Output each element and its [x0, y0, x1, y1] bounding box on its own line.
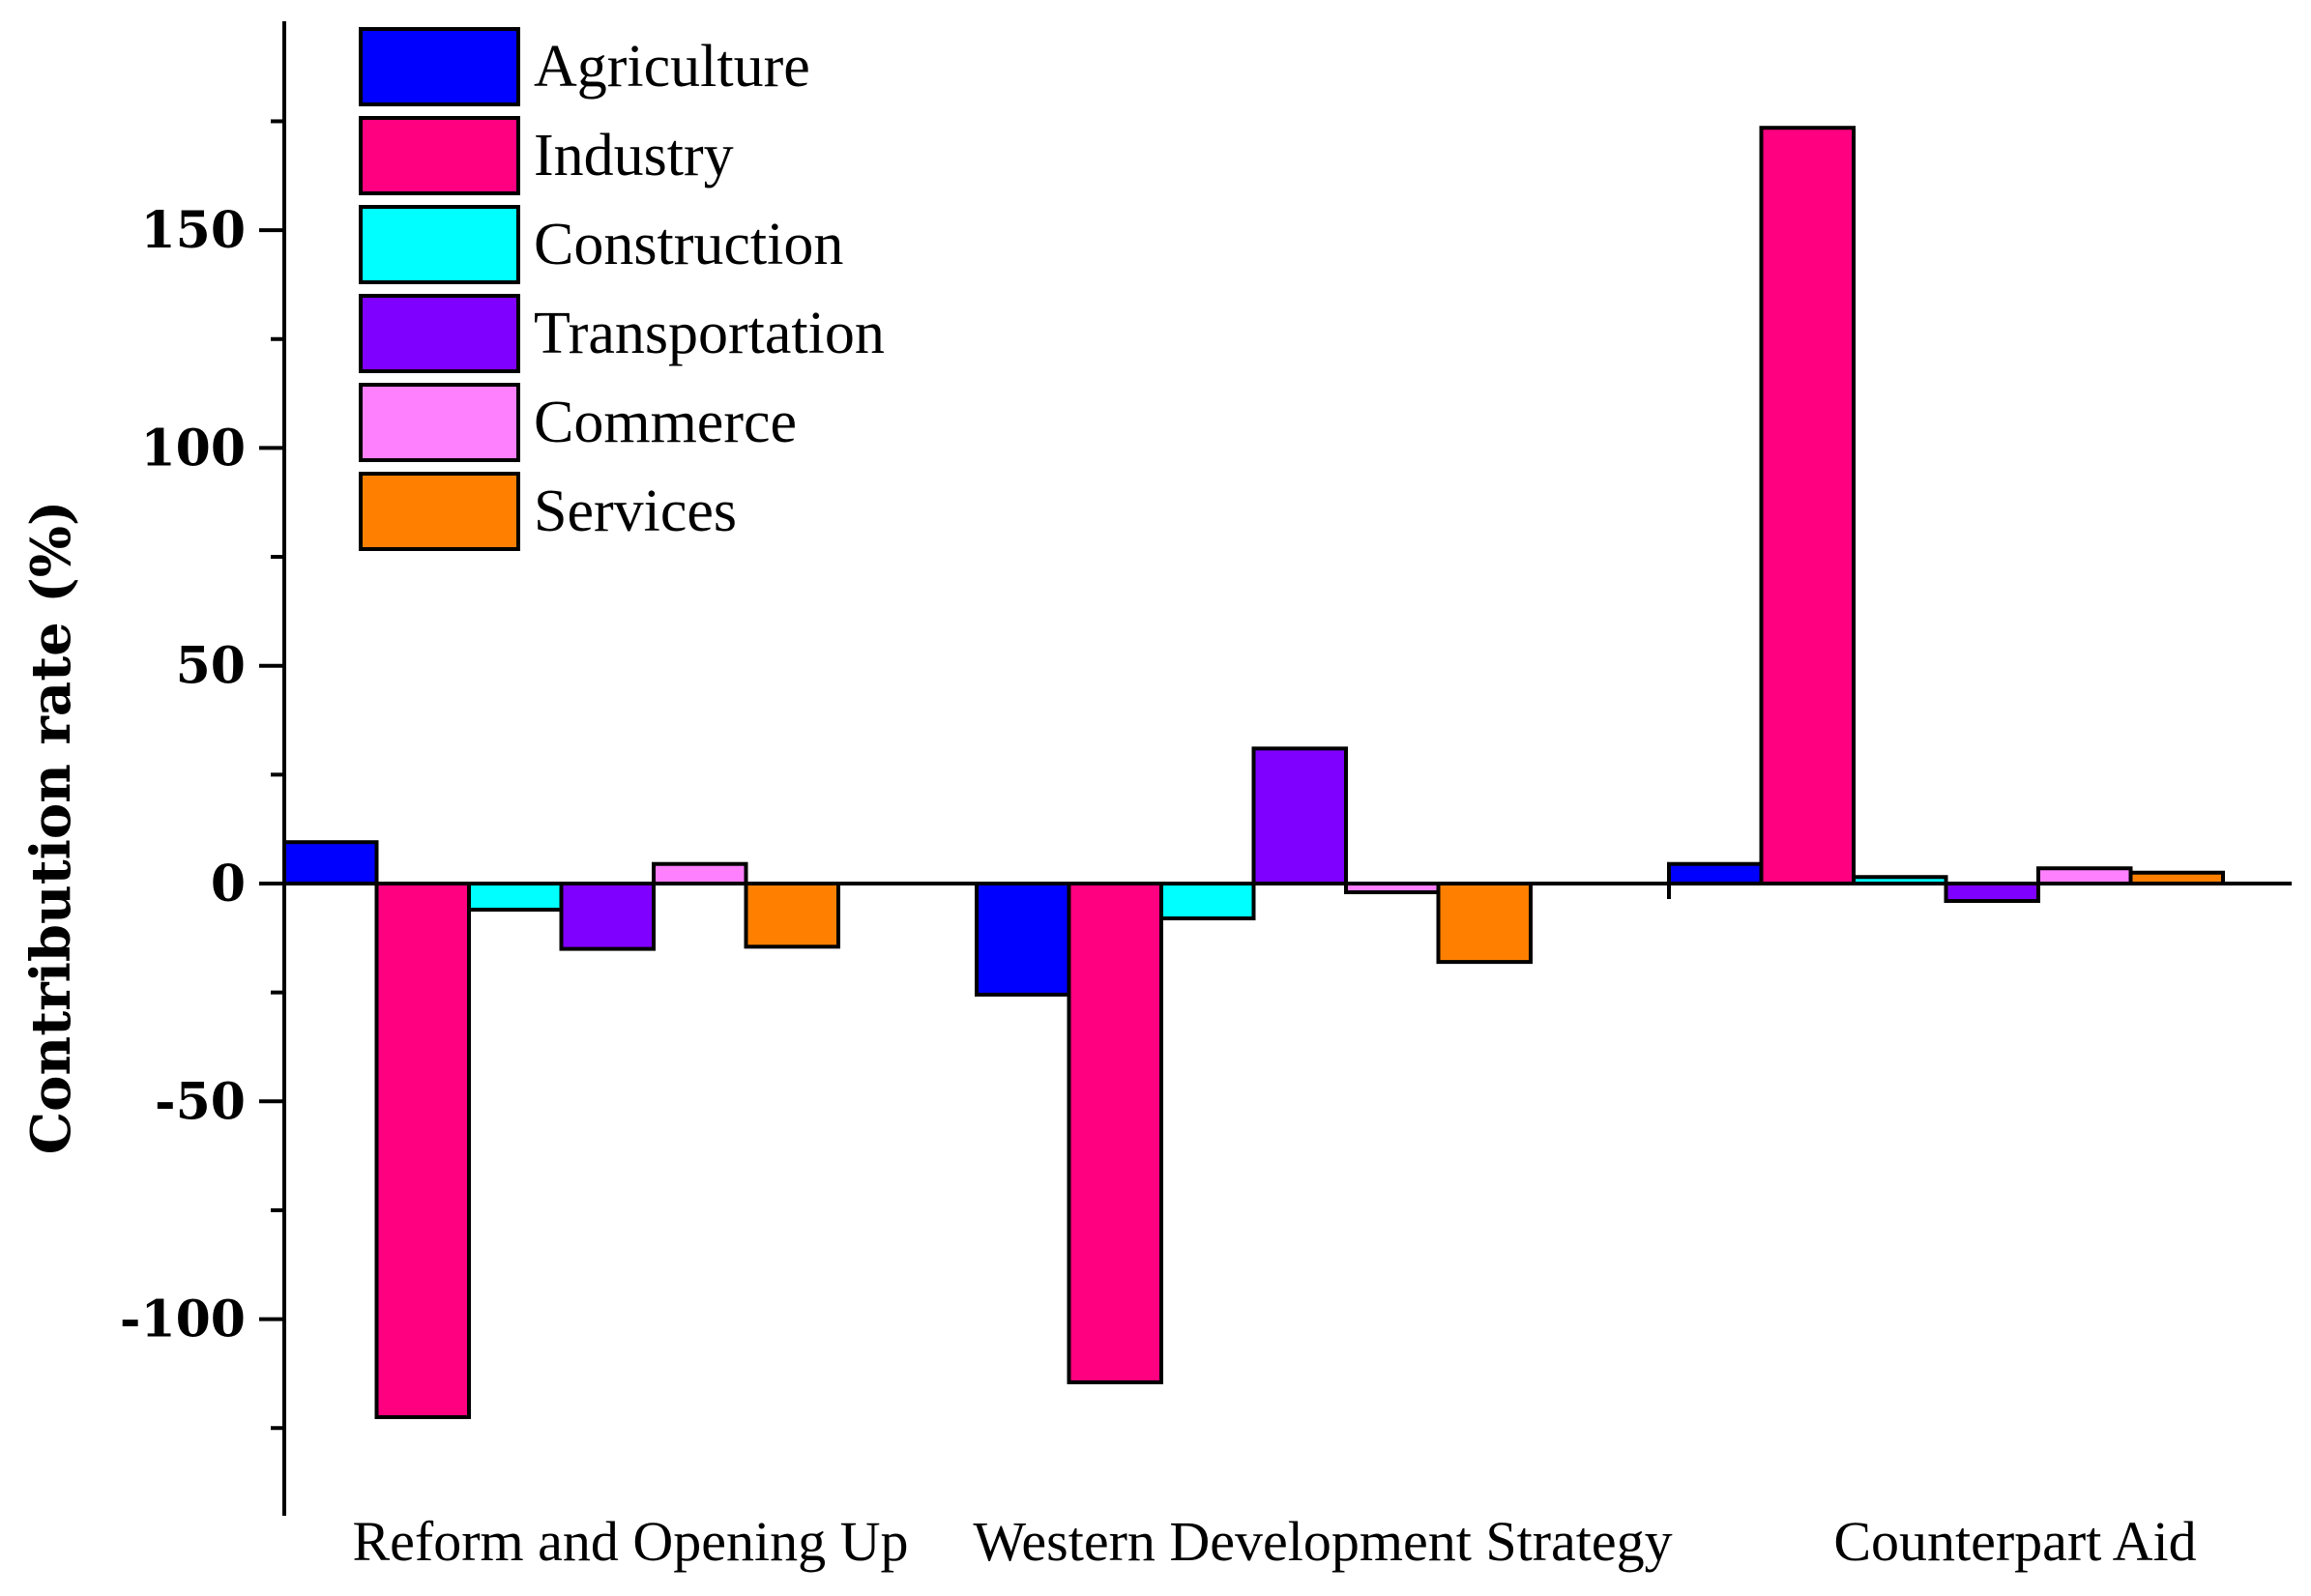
- bar-construction-1: [467, 882, 564, 913]
- bar-transportation-2: [1251, 746, 1348, 886]
- bar-construction-2: [1159, 882, 1256, 921]
- bar-agriculture-2: [975, 882, 1071, 997]
- legend-label-commerce: Commerce: [534, 390, 797, 455]
- y-tick-label: -100: [120, 1291, 246, 1349]
- legend-label-services: Services: [534, 479, 737, 544]
- legend-swatch-industry: [359, 116, 520, 195]
- y-tick-label: 50: [176, 637, 246, 696]
- y-tick-label: 0: [211, 855, 246, 914]
- y-tick-label: 150: [140, 201, 246, 260]
- y-tick-label: 100: [140, 419, 246, 478]
- legend-label-agriculture: Agriculture: [534, 34, 810, 100]
- x-category-label: Reform and Opening Up: [352, 1510, 908, 1573]
- bar-agriculture-1: [282, 840, 379, 885]
- legend-swatch-services: [359, 472, 520, 551]
- legend-label-construction: Construction: [534, 212, 843, 277]
- legend-swatch-commerce: [359, 383, 520, 462]
- x-category-label: Western Development Strategy: [973, 1510, 1672, 1573]
- legend-swatch-agriculture: [359, 27, 520, 106]
- bar-commerce-3: [2036, 866, 2133, 886]
- bar-commerce-1: [652, 861, 748, 886]
- bar-industry-3: [1759, 126, 1856, 886]
- legend-label-transportation: Transportation: [534, 301, 885, 366]
- x-category-label: Counterpart Aid: [1833, 1510, 2196, 1573]
- legend-swatch-transportation: [359, 294, 520, 373]
- bar-services-1: [744, 882, 840, 949]
- bar-industry-1: [374, 882, 471, 1419]
- bar-transportation-3: [1944, 882, 2040, 904]
- ticks-layer: 150 100 50 0 -50 -100 Reform and Opening Up Wes…: [120, 119, 2197, 1573]
- legend-swatch-construction: [359, 205, 520, 284]
- bar-agriculture-3: [1667, 861, 1764, 886]
- bars-layer: [282, 126, 2225, 1419]
- y-axis-title: Contribution rate (%): [19, 501, 83, 1155]
- legend-layer: Agriculture Industry Construction Transport…: [359, 27, 885, 551]
- y-tick-label: -50: [155, 1072, 246, 1131]
- bar-industry-2: [1067, 882, 1163, 1384]
- axes-layer: [282, 21, 2292, 1516]
- legend-label-industry: Industry: [534, 123, 734, 189]
- bar-transportation-1: [559, 882, 656, 951]
- bar-services-2: [1436, 882, 1533, 965]
